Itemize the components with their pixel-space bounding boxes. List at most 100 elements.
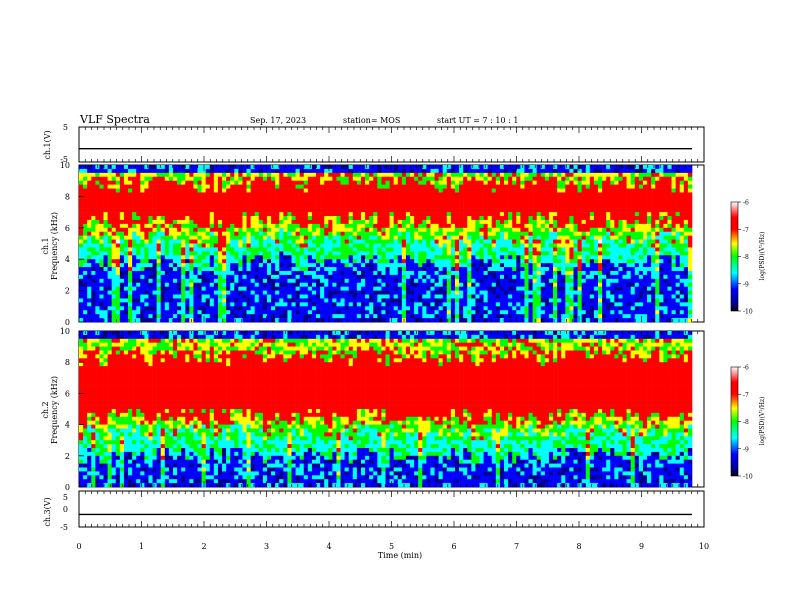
spectrogram-cell (209, 223, 215, 229)
spectrogram-cell (487, 255, 493, 260)
spectrogram-cell (397, 204, 403, 209)
spectrogram-cell (422, 188, 427, 193)
spectrogram-cell (107, 168, 112, 174)
spectrogram-cell (303, 251, 309, 256)
spectrogram-cell (377, 200, 382, 205)
spectrogram-cell (201, 200, 206, 205)
spectrogram-cell (585, 235, 591, 240)
spectrogram-cell (316, 270, 321, 276)
spectrogram-cell (463, 212, 468, 217)
spectrogram-cell (524, 286, 529, 291)
spectrogram-cell (557, 247, 562, 252)
spectrogram-cell (557, 235, 562, 240)
spectrogram-cell (393, 216, 399, 221)
spectrogram-cell (536, 176, 542, 181)
spectrogram-cell (234, 314, 239, 319)
spectrogram-cell (193, 298, 198, 303)
spectrogram-cell (213, 294, 219, 299)
spectrogram-cell (467, 176, 472, 181)
spectrogram-cell (299, 294, 305, 299)
spectrogram-cell (548, 176, 554, 181)
spectrogram-cell (336, 263, 341, 268)
spectrogram-cell (119, 239, 125, 244)
spectrogram-cell (177, 259, 182, 264)
spectrogram-cell (172, 270, 178, 276)
spectrogram-cell (540, 255, 546, 260)
spectrogram-cell (373, 212, 378, 217)
spectrogram-cell (332, 212, 337, 217)
spectrogram-cell (128, 306, 133, 311)
spectrogram-cell (377, 318, 382, 323)
spectrogram-cell (377, 196, 382, 201)
spectrogram-cell (410, 274, 415, 280)
spectrogram-cell (446, 184, 452, 189)
spectrogram-cell (434, 227, 439, 233)
spectrogram-cell (553, 184, 558, 189)
spectrogram-cell (520, 180, 525, 185)
spectrogram-cell (414, 184, 419, 189)
spectrogram-cell (508, 278, 513, 284)
spectrogram-cell (540, 219, 546, 225)
spectrogram-cell (393, 212, 399, 217)
spectrogram-cell (234, 196, 239, 201)
spectrogram-cell (181, 259, 186, 264)
spectrogram-cell (426, 259, 431, 264)
spectrogram-cell (172, 314, 178, 319)
spectrogram-cell (405, 212, 411, 217)
spectrogram-cell (287, 231, 292, 236)
spectrogram-cell (577, 208, 582, 213)
spectrogram-cell (491, 274, 497, 280)
spectrogram-cell (144, 204, 149, 209)
spectrogram-cell (107, 216, 112, 221)
spectrogram-cell (266, 208, 272, 213)
spectrogram-cell (340, 294, 345, 299)
spectrogram-cell (295, 216, 300, 221)
spectrogram-cell (491, 270, 497, 276)
spectrogram-cell (565, 231, 570, 236)
spectrogram-cell (91, 318, 96, 323)
spectrogram-cell (266, 188, 272, 193)
spectrogram-cell (111, 184, 117, 189)
spectrogram-cell (336, 168, 341, 174)
spectrogram-cell (532, 239, 538, 244)
spectrogram-cell (295, 231, 300, 236)
spectrogram-cell (491, 208, 497, 213)
spectrogram-cell (446, 247, 452, 252)
spectrogram-cell (246, 176, 251, 181)
spectrogram-cell (209, 192, 215, 197)
spectrogram-cell (483, 196, 488, 201)
spectrogram-cell (385, 231, 390, 236)
spectrogram-cell (487, 176, 493, 181)
spectrogram-cell (381, 286, 386, 291)
spectrogram-cell (123, 212, 129, 217)
spectrogram-cell (487, 310, 493, 315)
spectrogram-cell (258, 200, 264, 205)
spectrogram-cell (193, 196, 198, 201)
spectrogram-cell (410, 318, 415, 323)
spectrogram-cell (172, 180, 178, 185)
spectrogram-cell (454, 219, 460, 225)
spectrogram-cell (389, 251, 394, 256)
spectrogram-cell (156, 278, 162, 284)
spectrogram-cell (540, 168, 546, 174)
spectrogram-cell (246, 168, 251, 174)
spectrogram-cell (111, 227, 117, 233)
spectrogram-cell (250, 223, 256, 229)
spectrogram-cell (262, 227, 268, 233)
spectrogram-cell (340, 212, 345, 217)
spectrogram-cell (266, 302, 272, 307)
spectrogram-cell (193, 263, 198, 268)
spectrogram-cell (573, 282, 578, 287)
spectrogram-cell (168, 188, 174, 193)
spectrogram-cell (95, 223, 100, 229)
spectrogram-cell (410, 239, 415, 244)
spectrogram-cell (87, 298, 92, 303)
spectrogram-cell (287, 192, 292, 197)
spectrogram-cell (230, 165, 235, 170)
spectrogram-cell (544, 172, 550, 178)
spectrogram-cell (156, 314, 162, 319)
spectrogram-cell (544, 298, 550, 303)
spectrogram-cell (508, 204, 513, 209)
spectrogram-cell (573, 192, 578, 197)
spectrogram-cell (168, 274, 174, 280)
